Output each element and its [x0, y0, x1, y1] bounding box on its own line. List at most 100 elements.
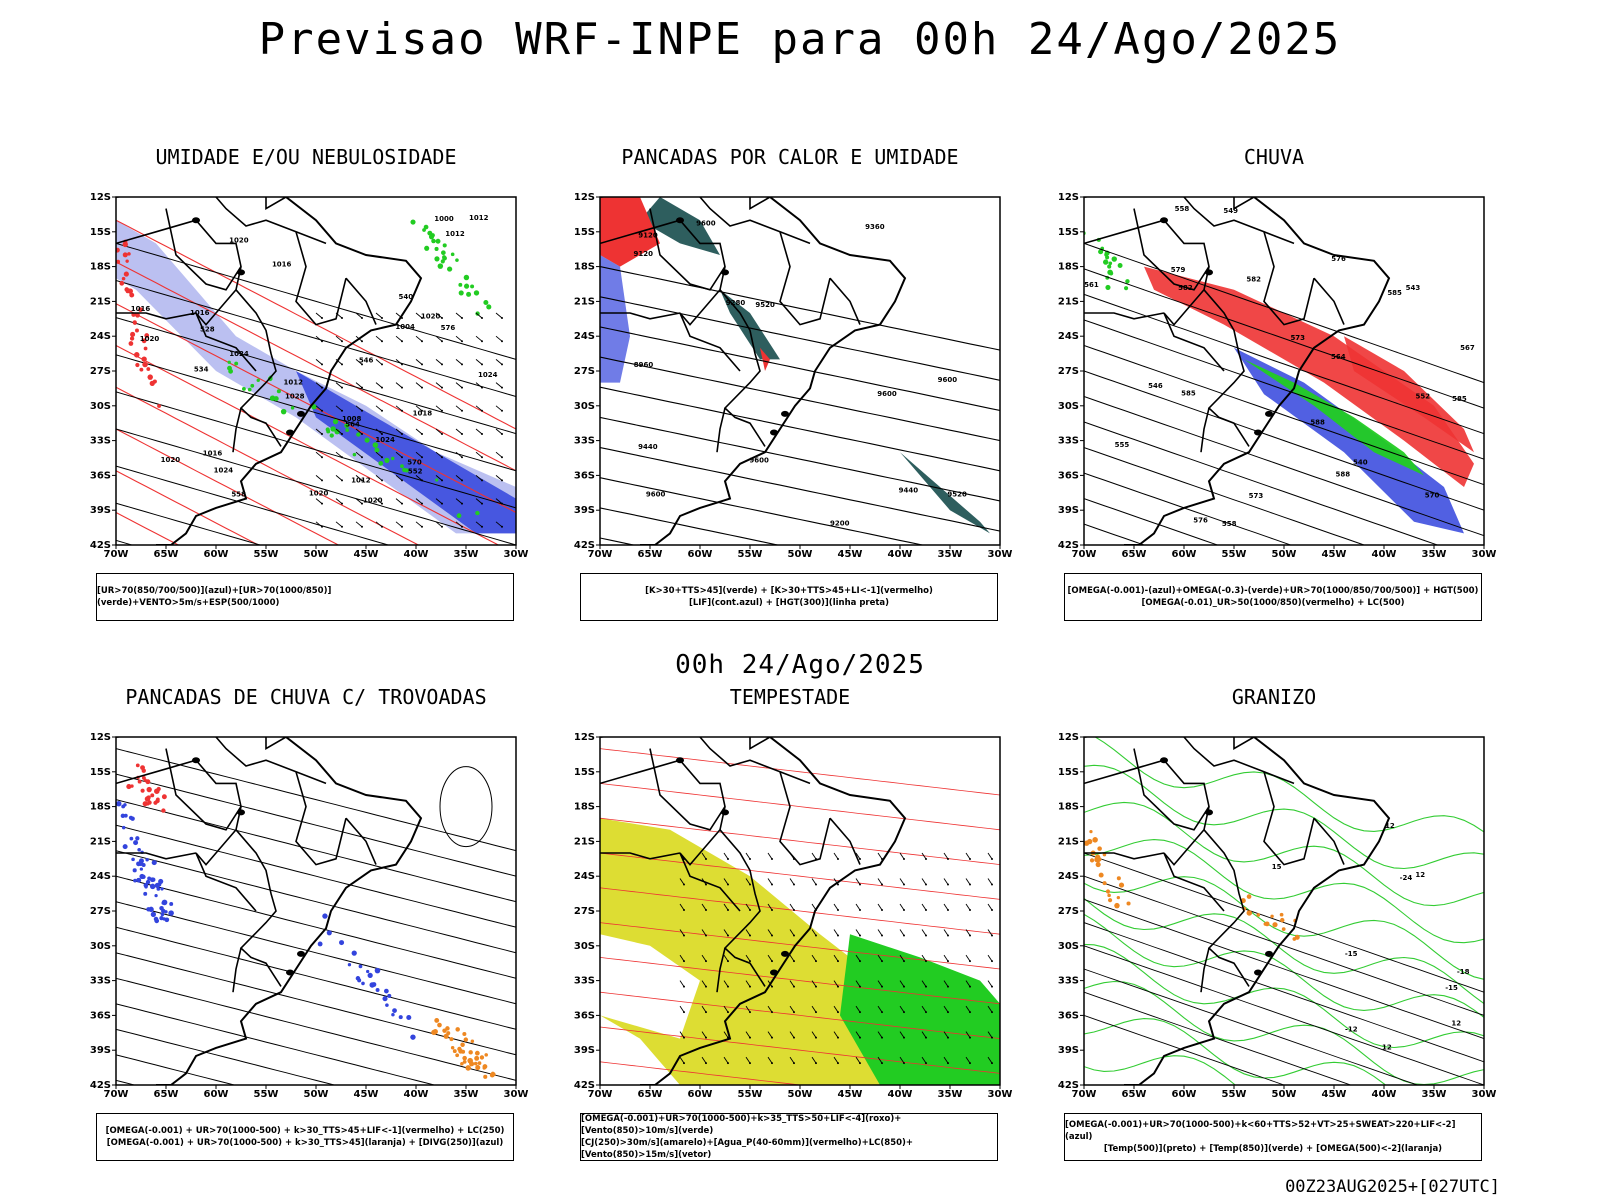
divergence-area [133, 840, 139, 846]
lon-label: 70W [588, 1089, 613, 1100]
contour-line [600, 296, 1000, 381]
wind-vector [745, 980, 751, 987]
contour-line [116, 502, 262, 545]
contour-label: 9600 [646, 490, 666, 498]
contour-label: -18 [1457, 968, 1470, 976]
country-border [116, 219, 242, 326]
lat-label: 36S [574, 1010, 595, 1021]
arrow-head [321, 340, 323, 343]
wind-vector [789, 954, 795, 962]
arrow-head [683, 960, 685, 963]
wind-vector [375, 451, 383, 458]
arrow-head [991, 883, 993, 886]
lat-label: 12S [1058, 192, 1079, 203]
thunderstorm-area [484, 1053, 488, 1057]
map-layer [116, 737, 516, 1085]
arrow-head [947, 909, 949, 912]
humidity-low-levels [332, 418, 339, 425]
wind-vector [475, 405, 483, 412]
lat-label: 33S [574, 976, 595, 987]
divergence-area [391, 1012, 395, 1017]
contour-line [116, 470, 260, 545]
arrow-head [341, 502, 343, 505]
lat-label: 27S [90, 366, 111, 377]
legend-line: [CJ(250)>30m/s](amarelo)+[Agua_P(40-60mm… [581, 1138, 914, 1160]
arrow-head [461, 409, 463, 412]
map-layer: 585 588 585 582 579 576 573 570 567 564 561 558 555 5… [1084, 197, 1484, 545]
lon-label: 30W [988, 1089, 1013, 1100]
wind-vector [745, 903, 751, 911]
arrow-head [925, 883, 927, 886]
omega-area [1095, 861, 1101, 868]
divergence-area [357, 978, 362, 983]
divergence-area [168, 910, 174, 916]
contour-label: 585 [1452, 395, 1467, 403]
storm-area [161, 794, 167, 800]
contour-line [1084, 293, 1484, 435]
contour-label: 9120 [638, 232, 658, 240]
arrow-head [481, 363, 483, 366]
contour-label: 546 [1148, 382, 1163, 390]
lake [1265, 410, 1273, 417]
contour-label: 1024 [478, 371, 498, 379]
lon-label: 65W [1122, 1089, 1147, 1100]
arrow-head [683, 1011, 685, 1014]
lon-label: 40W [1372, 1089, 1397, 1100]
lon-label: 55W [738, 549, 763, 560]
contour-label: 552 [408, 468, 423, 476]
lake [721, 269, 729, 276]
lon-label: 40W [404, 1089, 429, 1100]
arrow-head [421, 409, 423, 412]
arrow-head [421, 317, 423, 319]
humidity-low-levels [345, 428, 350, 433]
lat-label: 15S [1058, 767, 1079, 778]
contour-label: 9600 [749, 457, 769, 465]
contour-label: 585 [1181, 389, 1196, 397]
lat-label: 42S [1058, 1080, 1079, 1091]
wind-vector [375, 405, 383, 412]
arrow-head [705, 985, 707, 988]
lon-label: 60W [204, 1089, 229, 1100]
arrow-head [341, 433, 343, 435]
lon-label: 55W [1222, 1089, 1247, 1100]
divergence-area [398, 1015, 403, 1020]
wind-vector [315, 428, 323, 435]
wind-vector [415, 359, 423, 365]
omega-area [1096, 858, 1100, 863]
humidity-low-levels [352, 452, 357, 457]
humidity-low-levels [329, 433, 334, 438]
divergence-area [326, 930, 332, 936]
lat-label: 18S [1058, 262, 1079, 273]
wind-vector [811, 954, 817, 962]
arrow-head [859, 985, 861, 988]
lon-label: 70W [104, 1089, 129, 1100]
wind-area [840, 934, 1000, 1085]
lat-label: 30S [1058, 401, 1079, 412]
wind-vector [811, 980, 817, 987]
storm-area [156, 786, 161, 792]
contour-line [1084, 898, 1484, 1040]
arrow-head [401, 340, 403, 343]
lat-label: 15S [1058, 227, 1079, 238]
wind-vector [455, 335, 463, 342]
arrow-head [881, 883, 883, 886]
arrow-head [991, 1036, 993, 1039]
arrow-head [381, 525, 383, 528]
divergence-area [123, 813, 128, 818]
thunderstorm-area [475, 1065, 481, 1071]
wind-vector [355, 405, 363, 412]
arrow-head [361, 525, 363, 528]
wind-vector [435, 451, 443, 458]
arrow-head [683, 1062, 685, 1065]
divergence-area [160, 912, 165, 917]
legend-line: [OMEGA(-0.001)-(azul)+OMEGA(-0.3)-(verde… [1067, 586, 1479, 596]
arrow-head [321, 386, 323, 389]
contour-line [116, 926, 516, 1030]
divergence-area [149, 877, 155, 883]
lon-label: 50W [304, 1089, 329, 1100]
humidity-low-levels [247, 387, 252, 392]
thunderstorm-area [468, 1050, 473, 1055]
divergence-area [156, 887, 161, 891]
humidity-low-levels [270, 395, 275, 400]
arrow-head [481, 502, 483, 505]
